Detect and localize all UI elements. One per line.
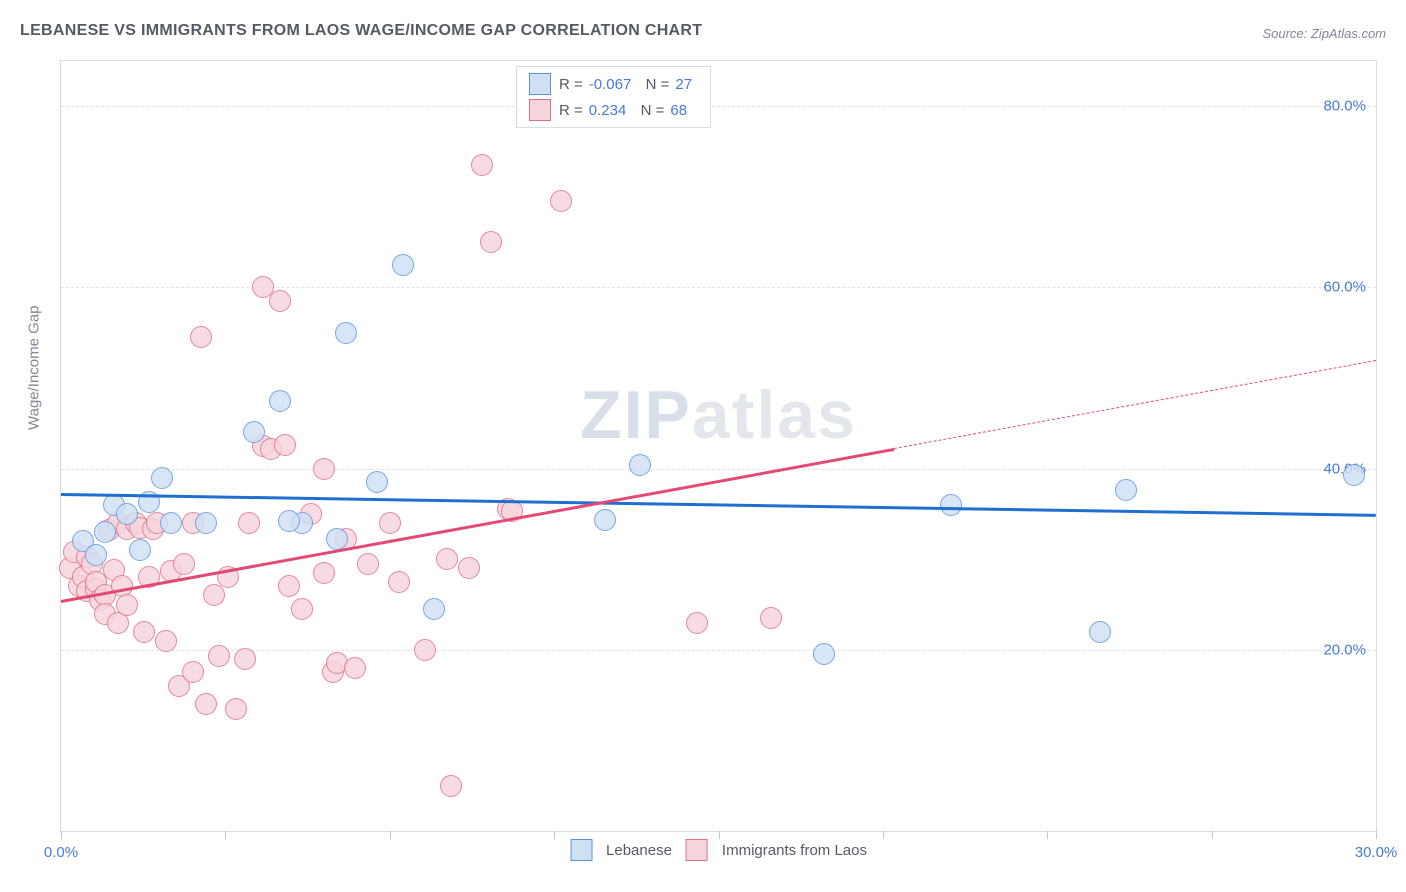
legend-row: R = 0.234 N = 68 [529,99,698,121]
legend-item: Lebanese [570,839,672,861]
scatter-chart: 20.0%40.0%60.0%80.0%0.0%30.0%ZIPatlasR =… [60,60,1377,832]
y-tick-label: 80.0% [1323,98,1366,115]
data-point [155,630,177,652]
data-point [357,553,379,575]
data-point [129,539,151,561]
x-tick [390,831,391,839]
x-tick-label: 0.0% [44,844,78,861]
data-point [344,657,366,679]
data-point [440,775,462,797]
x-tick-label: 30.0% [1355,844,1398,861]
data-point [278,510,300,532]
data-point [151,467,173,489]
x-tick [1212,831,1213,839]
data-point [238,512,260,534]
data-point [423,598,445,620]
y-axis-label: Wage/Income Gap [26,305,43,430]
correlation-legend: R = -0.067 N = 27 R = 0.234 N = 68 [516,66,711,128]
data-point [594,509,616,531]
x-tick [883,831,884,839]
data-point [686,612,708,634]
legend-swatch [570,839,592,861]
trend-line [894,360,1376,449]
data-point [291,598,313,620]
chart-source: Source: ZipAtlas.com [1262,26,1386,41]
data-point [208,645,230,667]
legend-row: R = -0.067 N = 27 [529,73,698,95]
data-point [133,621,155,643]
gridline [61,469,1376,470]
gridline [61,650,1376,651]
x-tick [61,831,62,839]
x-tick [1047,831,1048,839]
data-point [269,390,291,412]
data-point [160,512,182,534]
data-point [195,512,217,534]
data-point [313,458,335,480]
trend-line [61,493,1376,517]
data-point [366,471,388,493]
legend-item: Immigrants from Laos [686,839,867,861]
data-point [1115,479,1137,501]
legend-swatch [529,99,551,121]
data-point [94,521,116,543]
data-point [392,254,414,276]
data-point [458,557,480,579]
data-point [414,639,436,661]
data-point [195,693,217,715]
legend-swatch [686,839,708,861]
data-point [1343,464,1365,486]
data-point [234,648,256,670]
data-point [940,494,962,516]
data-point [629,454,651,476]
x-tick [225,831,226,839]
gridline [61,106,1376,107]
data-point [269,290,291,312]
data-point [813,643,835,665]
data-point [1089,621,1111,643]
watermark: ZIPatlas [580,376,857,454]
data-point [760,607,782,629]
data-point [85,544,107,566]
data-point [313,562,335,584]
data-point [274,434,296,456]
data-point [243,421,265,443]
data-point [436,548,458,570]
x-tick [1376,831,1377,839]
data-point [203,584,225,606]
data-point [471,154,493,176]
data-point [335,322,357,344]
x-tick [719,831,720,839]
data-point [182,661,204,683]
data-point [379,512,401,534]
legend-swatch [529,73,551,95]
data-point [173,553,195,575]
data-point [225,698,247,720]
y-tick-label: 20.0% [1323,641,1366,658]
data-point [388,571,410,593]
y-tick-label: 60.0% [1323,279,1366,296]
x-tick [554,831,555,839]
data-point [278,575,300,597]
series-legend: Lebanese Immigrants from Laos [570,839,867,861]
data-point [116,594,138,616]
data-point [550,190,572,212]
chart-title: LEBANESE VS IMMIGRANTS FROM LAOS WAGE/IN… [20,22,702,40]
data-point [190,326,212,348]
data-point [116,503,138,525]
data-point [480,231,502,253]
